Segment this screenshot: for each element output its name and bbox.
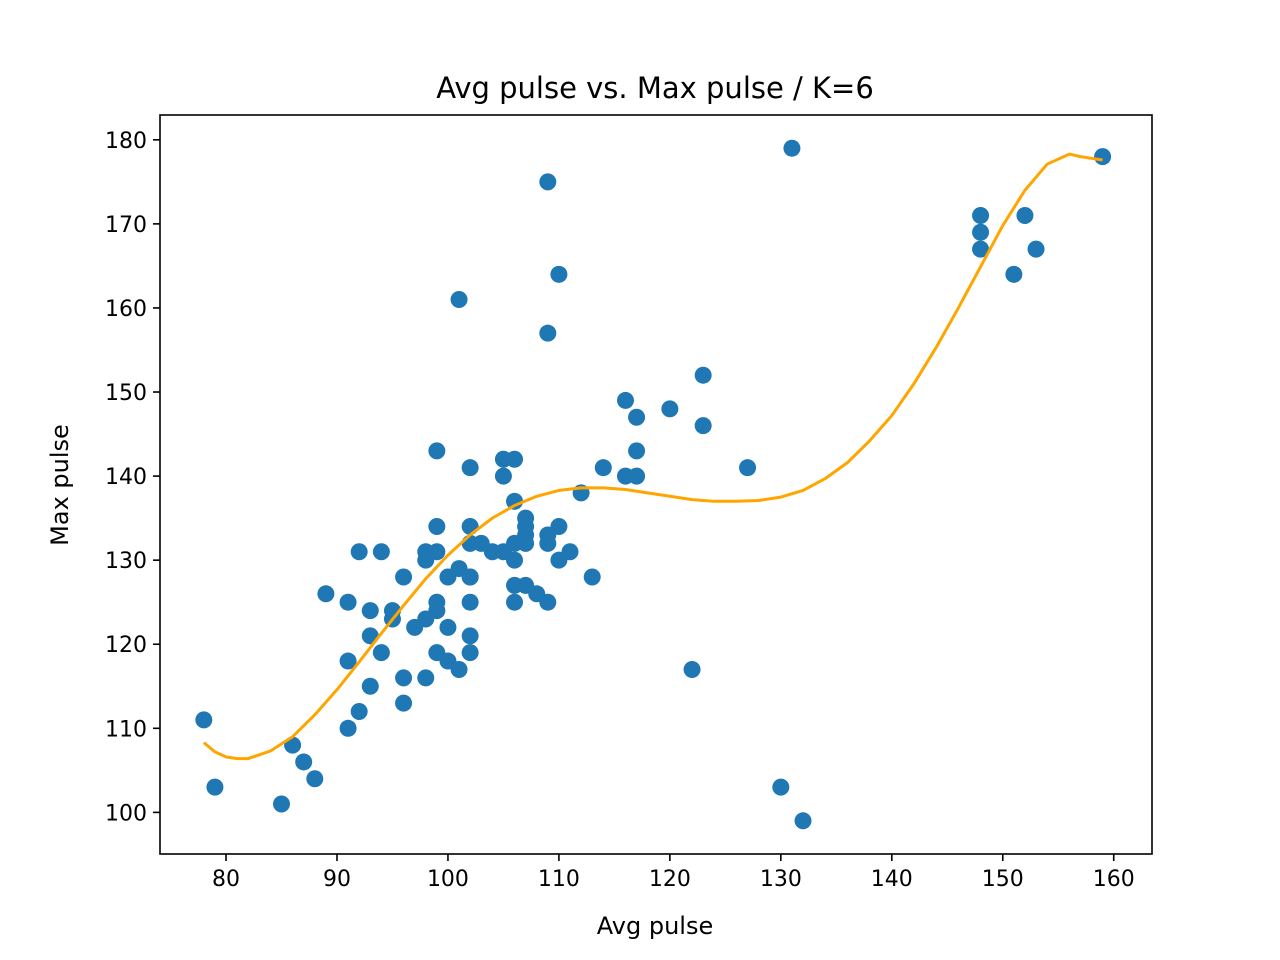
data-point <box>783 139 801 157</box>
chart-title: Avg pulse vs. Max pulse / K=6 <box>436 71 874 105</box>
y-tick-label: 110 <box>105 717 147 742</box>
data-point <box>550 518 568 536</box>
data-point <box>628 442 646 460</box>
data-point <box>583 568 601 586</box>
y-tick-label: 160 <box>105 297 147 322</box>
y-axis-title: Max pulse <box>46 424 74 546</box>
fit-curve <box>202 152 1103 761</box>
data-point <box>428 543 446 561</box>
data-point <box>339 652 357 670</box>
data-point <box>1094 148 1112 166</box>
y-tick-label: 140 <box>105 465 147 490</box>
y-tick-label: 100 <box>105 801 147 826</box>
data-point <box>395 568 413 586</box>
data-point <box>539 593 557 611</box>
data-point <box>972 240 990 258</box>
x-tick-label: 150 <box>982 867 1024 892</box>
data-point <box>461 644 479 662</box>
data-point <box>317 585 335 603</box>
data-point <box>428 442 446 460</box>
data-point <box>594 459 612 477</box>
data-point <box>372 644 390 662</box>
axes: 80 90 100 110 120 130 140 150 160 100 110 120 130 140… <box>105 114 1153 892</box>
x-tick-label: 110 <box>538 867 580 892</box>
data-point <box>739 459 757 477</box>
data-point <box>561 543 579 561</box>
data-point <box>1027 240 1045 258</box>
y-tick-label: 170 <box>105 213 147 238</box>
data-point <box>616 391 634 409</box>
data-point <box>1016 206 1034 224</box>
data-point <box>506 551 524 569</box>
data-point <box>1005 265 1023 283</box>
data-point <box>539 324 557 342</box>
data-point <box>461 518 479 536</box>
data-point <box>306 770 324 788</box>
data-point <box>694 417 712 435</box>
data-point <box>539 534 557 552</box>
data-point <box>972 206 990 224</box>
data-point <box>461 627 479 645</box>
data-point <box>273 795 291 813</box>
x-tick-label: 160 <box>1093 867 1135 892</box>
data-point <box>439 618 457 636</box>
y-tick-label: 120 <box>105 633 147 658</box>
data-point <box>539 173 557 191</box>
data-point <box>395 669 413 687</box>
x-axis-title: Avg pulse <box>597 912 713 940</box>
data-point <box>506 450 524 468</box>
y-tick-label: 130 <box>105 549 147 574</box>
data-point <box>195 711 213 729</box>
plot-area <box>195 139 1112 830</box>
data-point <box>461 568 479 586</box>
y-tick-label: 180 <box>105 129 147 154</box>
data-point <box>972 223 990 241</box>
data-point <box>206 778 224 796</box>
data-point <box>295 753 313 771</box>
data-point <box>350 702 368 720</box>
data-point <box>339 593 357 611</box>
data-point <box>506 593 524 611</box>
data-point <box>517 534 535 552</box>
data-point <box>772 778 790 796</box>
x-tick-label: 100 <box>427 867 469 892</box>
data-point <box>683 660 701 678</box>
data-point <box>550 265 568 283</box>
data-point <box>350 543 368 561</box>
data-point <box>372 543 390 561</box>
data-point <box>450 660 468 678</box>
data-point <box>461 459 479 477</box>
axes-frame <box>159 114 1153 855</box>
data-point <box>628 408 646 426</box>
x-tick-label: 140 <box>871 867 913 892</box>
data-point <box>661 400 679 418</box>
x-tick-label: 120 <box>649 867 691 892</box>
data-point <box>361 677 379 695</box>
data-point <box>461 593 479 611</box>
x-tick-label: 90 <box>323 867 351 892</box>
data-point <box>450 291 468 309</box>
data-point <box>395 694 413 712</box>
data-point <box>794 812 812 830</box>
data-point <box>628 467 646 485</box>
data-point <box>694 366 712 384</box>
data-point <box>494 467 512 485</box>
x-tick-label: 80 <box>212 867 240 892</box>
data-point <box>339 719 357 737</box>
data-point <box>417 669 435 687</box>
x-tick-label: 130 <box>760 867 802 892</box>
y-tick-label: 150 <box>105 381 147 406</box>
data-point <box>361 602 379 620</box>
data-point <box>428 602 446 620</box>
data-point <box>506 492 524 510</box>
data-point <box>428 518 446 536</box>
